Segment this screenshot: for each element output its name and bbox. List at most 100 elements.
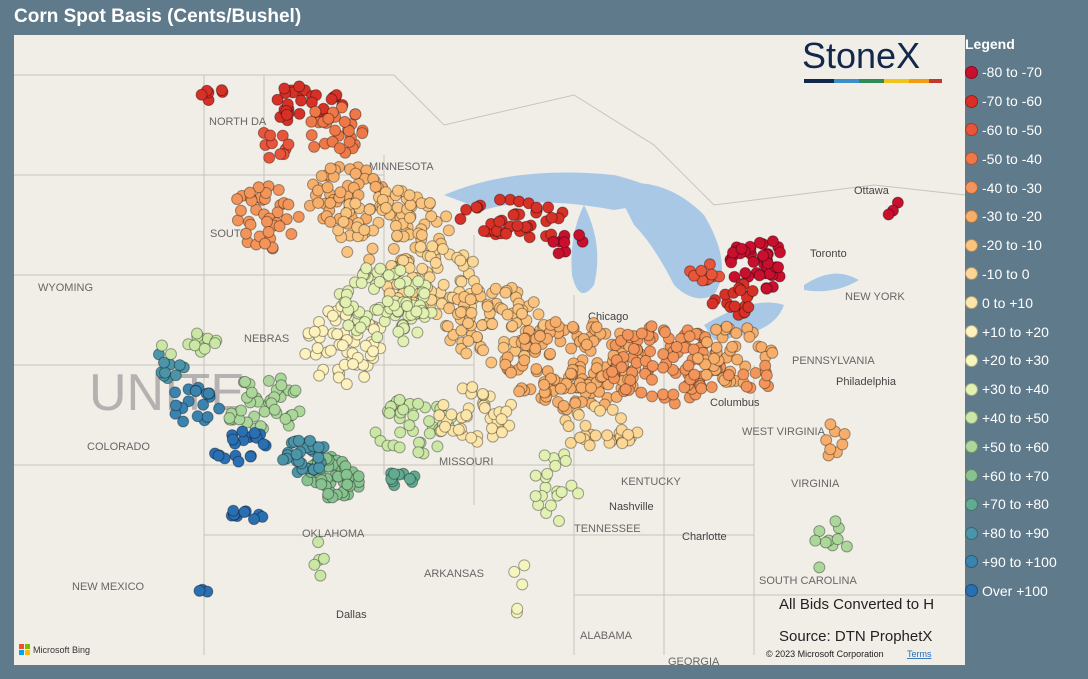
bid-point [706, 297, 719, 310]
bid-point [485, 356, 498, 369]
bid-point [234, 204, 247, 217]
bid-point [381, 295, 394, 308]
bid-point [391, 229, 404, 242]
bid-point [412, 446, 425, 459]
bid-point [272, 183, 285, 196]
bid-point [557, 399, 570, 412]
bid-point [813, 561, 826, 574]
legend-swatch [965, 152, 978, 166]
bid-point [262, 374, 275, 387]
title: Corn Spot Basis (Cents/Bushel) [14, 6, 302, 27]
bid-point [322, 112, 335, 125]
bid-point [177, 415, 190, 428]
bid-point [239, 227, 252, 240]
map-label: ARKANSAS [424, 568, 484, 580]
bid-point [554, 382, 567, 395]
bid-point [198, 342, 211, 355]
bid-point [583, 439, 596, 452]
bid-point [379, 201, 392, 214]
bid-point [683, 330, 696, 343]
bid-point [455, 324, 468, 337]
bid-point [429, 256, 442, 269]
bid-point [440, 210, 453, 223]
bid-point [579, 419, 592, 432]
bid-point [757, 249, 770, 262]
bid-point [349, 108, 362, 121]
bid-point [590, 321, 603, 334]
bid-point [454, 213, 467, 226]
bid-point [710, 323, 723, 336]
bid-point [403, 419, 416, 432]
bid-point [635, 386, 648, 399]
bid-point [552, 247, 565, 260]
legend-swatch [965, 353, 978, 367]
bid-point [410, 305, 423, 318]
bid-point [393, 393, 406, 406]
bid-point [252, 181, 265, 194]
bid-point [621, 328, 634, 341]
bid-point [383, 407, 396, 420]
map-label: NORTH DA [209, 116, 267, 128]
legend-swatch [965, 94, 978, 108]
state-borders [14, 74, 965, 655]
bid-point [549, 459, 562, 472]
bid-point [572, 487, 585, 500]
bid-point [371, 331, 384, 344]
bid-point [169, 399, 182, 412]
legend-label: +10 to +20 [982, 323, 1049, 340]
bid-point [191, 327, 204, 340]
bid-point [499, 358, 512, 371]
bid-point [737, 368, 750, 381]
bid-point [268, 403, 281, 416]
bid-point [500, 227, 513, 240]
bid-point [360, 262, 373, 275]
legend: Legend -80 to -70 -70 to -60 -60 to -50 -50… [965, 36, 1085, 605]
legend-swatch [965, 440, 978, 454]
bid-point [708, 352, 721, 365]
bid-point [189, 384, 202, 397]
bid-point [529, 490, 542, 503]
legend-swatch [965, 123, 978, 137]
bid-point [466, 381, 479, 394]
bid-point [749, 366, 762, 379]
bid-point [326, 135, 339, 148]
bid-point [201, 411, 214, 424]
bid-point [226, 433, 239, 446]
legend-item: +70 to +80 [965, 490, 1085, 519]
bid-point [209, 337, 222, 350]
bid-point [616, 437, 629, 450]
legend-swatch [965, 238, 978, 252]
legend-item: +20 to +30 [965, 346, 1085, 375]
bid-point [774, 246, 787, 259]
bid-point [317, 552, 330, 565]
map-label: Dallas [336, 609, 367, 621]
bid-point [324, 215, 337, 228]
legend-swatch [965, 526, 978, 540]
legend-swatch [965, 325, 978, 339]
bid-point [466, 255, 479, 268]
bid-point [478, 402, 491, 415]
bid-point [544, 347, 557, 360]
bid-point [332, 224, 345, 237]
legend-label: +50 to +60 [982, 438, 1049, 455]
bid-point [290, 448, 303, 461]
legend-item: -60 to -50 [965, 116, 1085, 145]
bid-point [275, 379, 288, 392]
map-label: VIRGINIA [791, 478, 840, 490]
bid-point [371, 303, 384, 316]
bid-point [339, 296, 352, 309]
bid-point [322, 487, 335, 500]
bid-point [433, 409, 446, 422]
bid-point [562, 420, 575, 433]
bid-point [486, 318, 499, 331]
bid-point [239, 375, 252, 388]
note: Source: DTN ProphetX [779, 628, 932, 645]
terms-link[interactable]: Terms [907, 649, 932, 659]
bid-point [418, 287, 431, 300]
bid-point [813, 525, 826, 538]
map-label: GEORGIA [668, 656, 720, 665]
bid-point [726, 340, 739, 353]
legend-label: -20 to -10 [982, 237, 1042, 254]
legend-label: -30 to -20 [982, 208, 1042, 225]
